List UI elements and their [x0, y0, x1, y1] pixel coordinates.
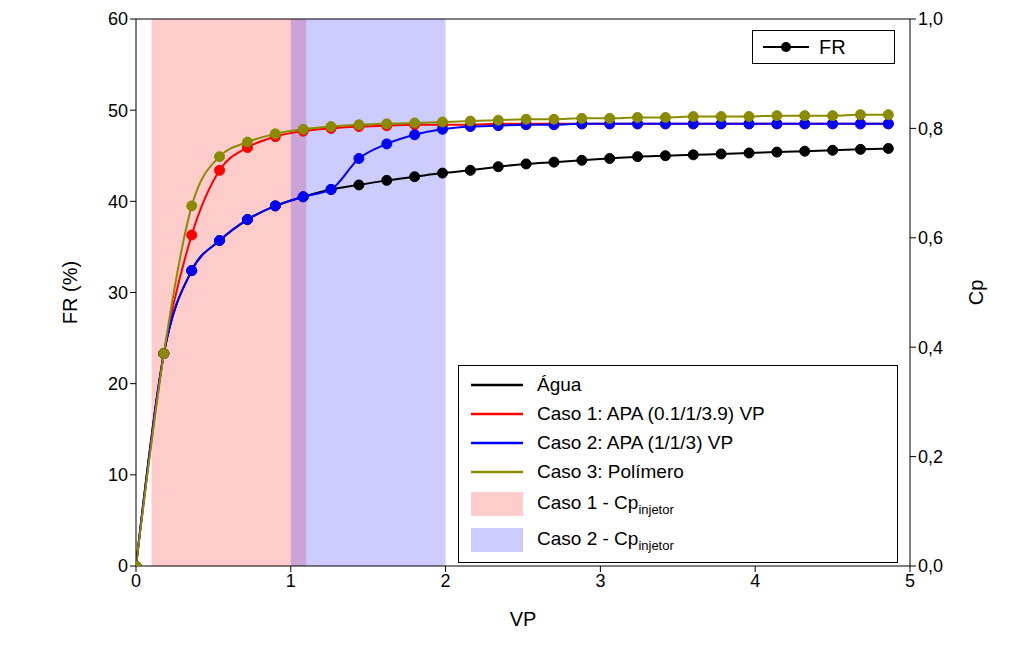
html-text:Caso 1 - Cpinjetor: Caso 1 - Cpinjetor — [537, 491, 674, 517]
svg-text:2: 2 — [441, 571, 451, 591]
svg-text:4: 4 — [750, 571, 760, 591]
html-text:Caso 2: APA (1/1/3) VP: Caso 2: APA (1/1/3) VP — [537, 431, 734, 453]
svg-text:FR (%): FR (%) — [59, 261, 81, 324]
svg-text:50: 50 — [108, 101, 128, 121]
html-text:Caso 2 - Cpinjetor: Caso 2 - Cpinjetor — [537, 527, 674, 553]
html-text:Caso 3: Polímero: Caso 3: Polímero — [537, 460, 684, 482]
svg-text:20: 20 — [108, 374, 128, 394]
svg-text:1: 1 — [286, 571, 296, 591]
html-text:Água: Água — [537, 373, 582, 395]
svg-text:3: 3 — [595, 571, 605, 591]
svg-text:0: 0 — [131, 571, 141, 591]
svg-text:Cp: Cp — [965, 280, 987, 306]
svg-text:0,0: 0,0 — [918, 556, 943, 576]
svg-text:0,2: 0,2 — [918, 447, 943, 467]
html-text:FR: FR — [819, 35, 846, 58]
svg-text:0: 0 — [118, 556, 128, 576]
svg-text:0,8: 0,8 — [918, 119, 943, 139]
svg-text:0,6: 0,6 — [918, 228, 943, 248]
svg-text:10: 10 — [108, 465, 128, 485]
svg-text:60: 60 — [108, 9, 128, 29]
svg-text:0,4: 0,4 — [918, 338, 943, 358]
svg-text:1,0: 1,0 — [918, 9, 943, 29]
html-text:Caso 1: APA (0.1/1/3.9) VP: Caso 1: APA (0.1/1/3.9) VP — [537, 402, 765, 424]
svg-text:VP: VP — [510, 608, 537, 630]
svg-text:30: 30 — [108, 283, 128, 303]
svg-text:40: 40 — [108, 192, 128, 212]
svg-text:5: 5 — [905, 571, 915, 591]
